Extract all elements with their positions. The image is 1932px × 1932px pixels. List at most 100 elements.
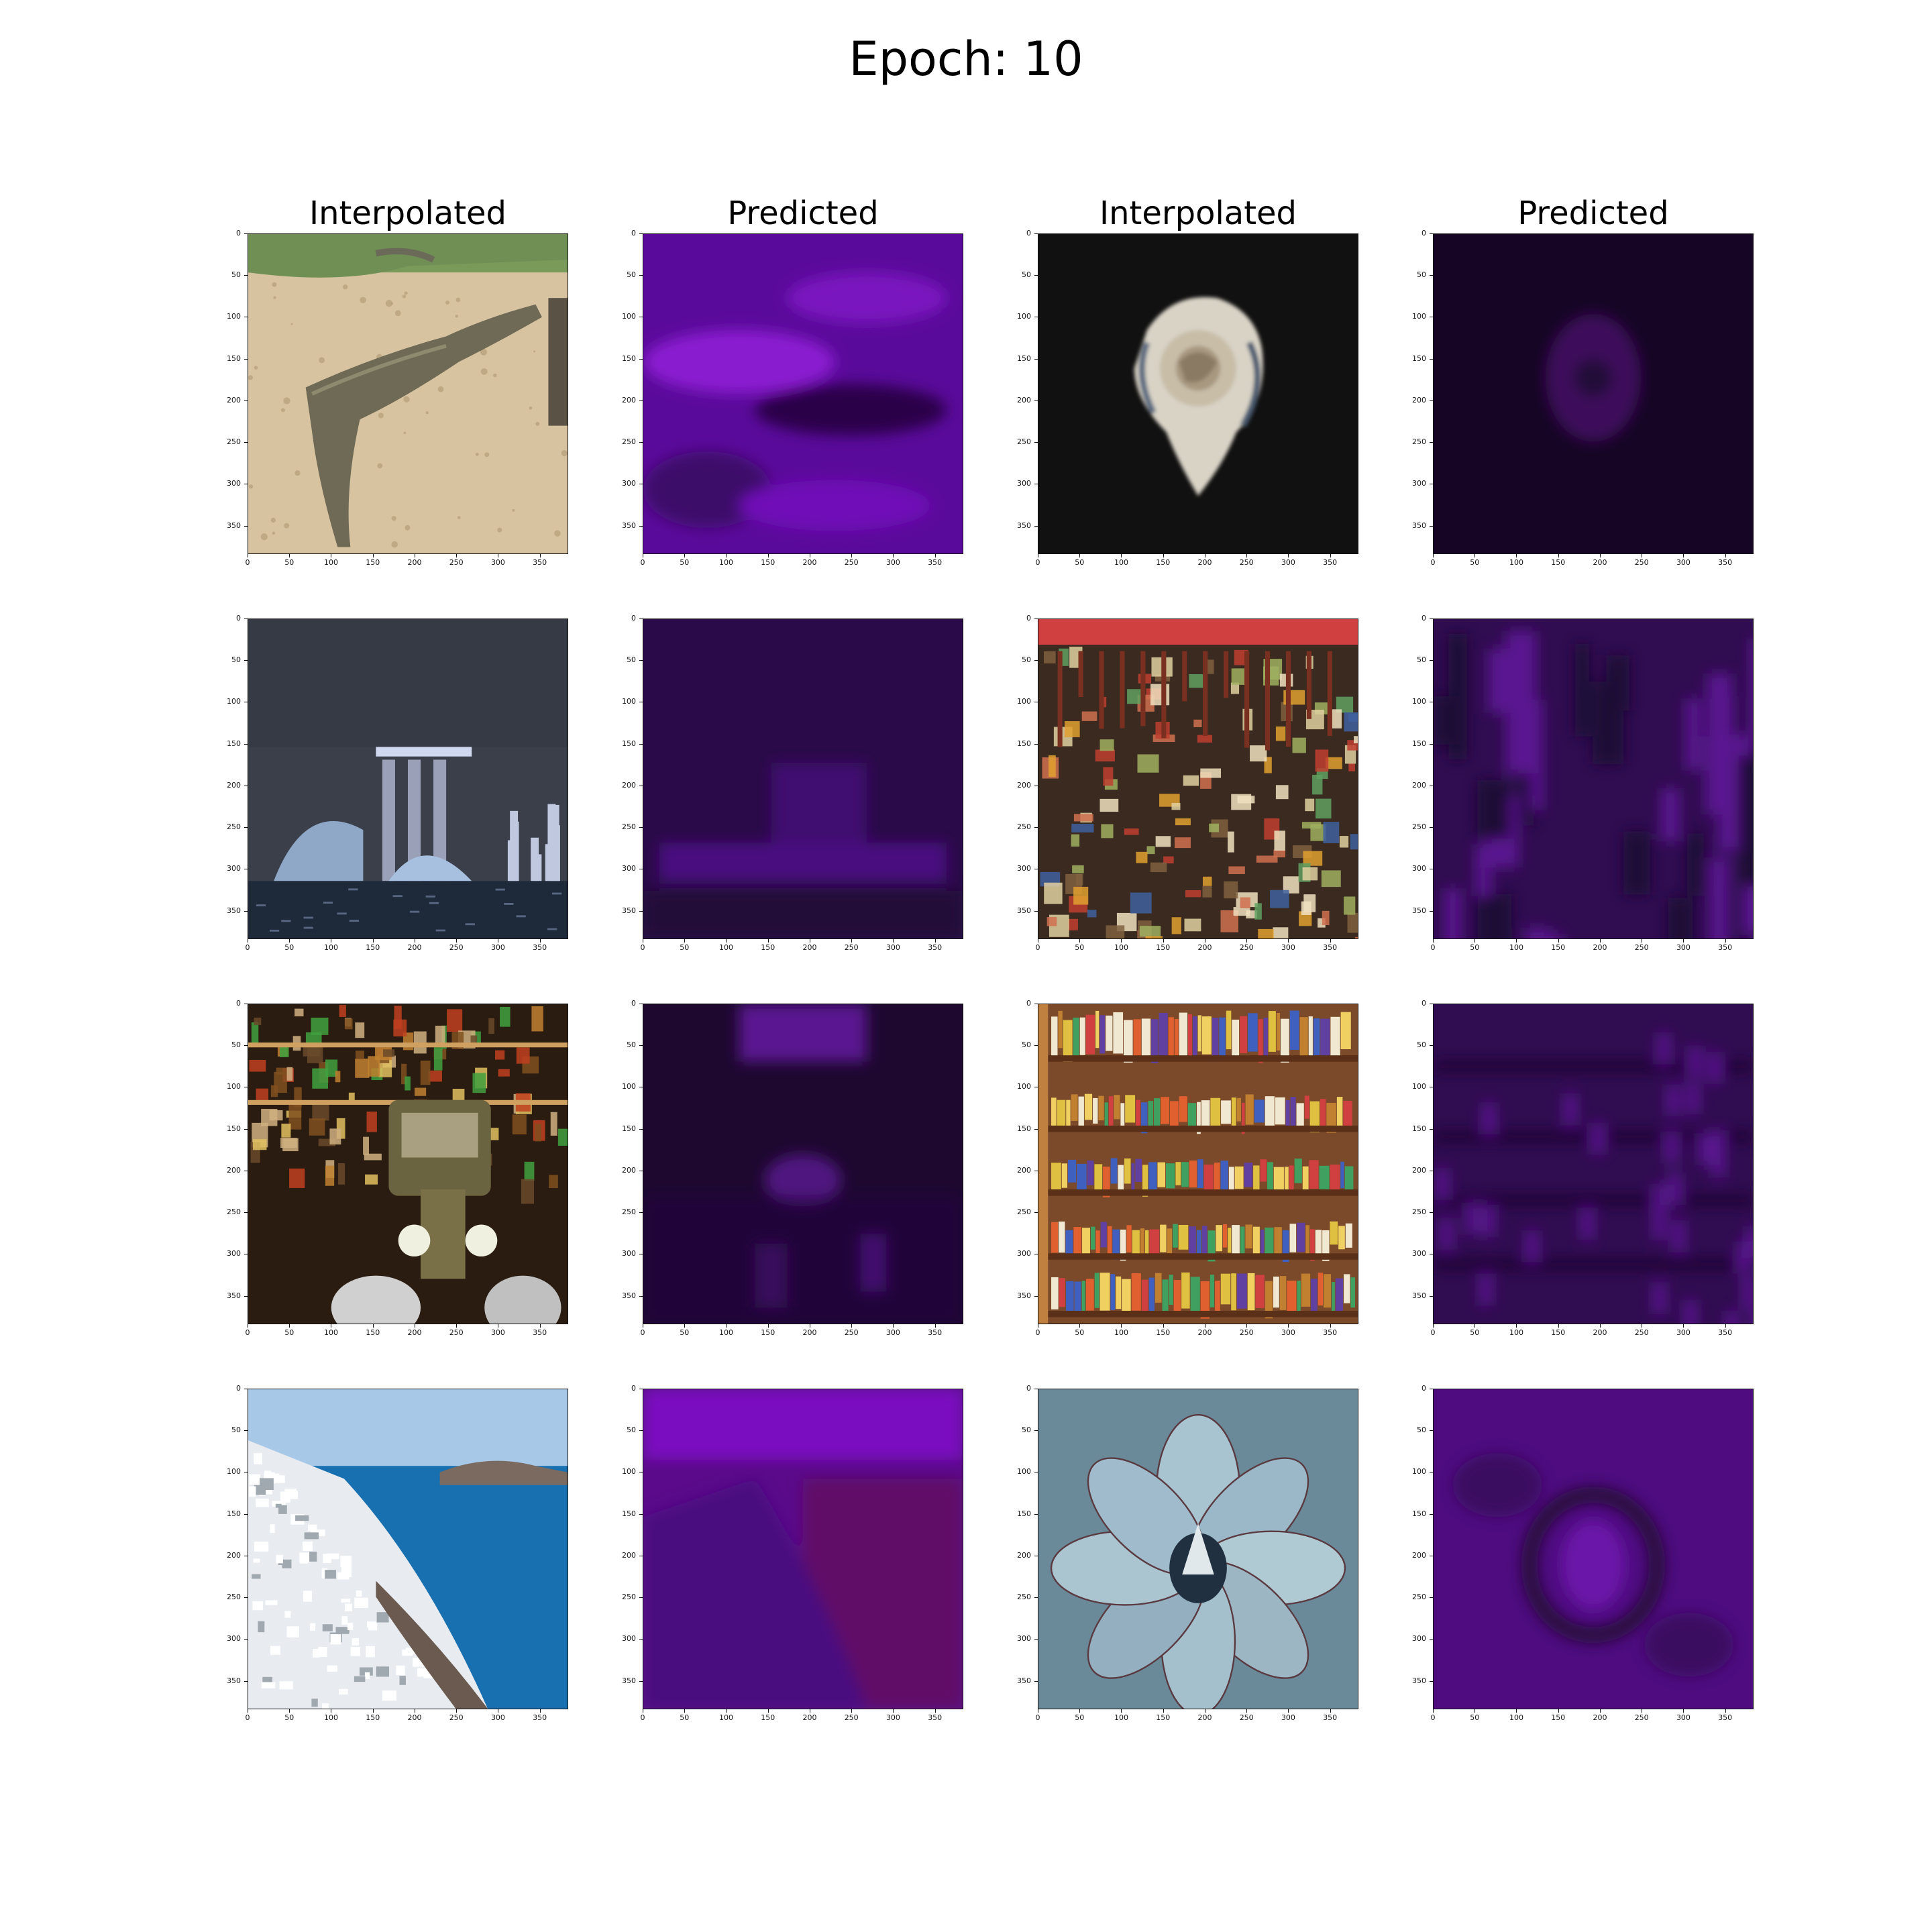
x-tick-label: 350	[928, 1713, 943, 1722]
y-tick-label: 150	[622, 1124, 636, 1133]
y-tick-mark	[639, 525, 643, 527]
x-tick-mark	[1246, 554, 1248, 557]
x-tick-mark	[1516, 554, 1517, 557]
x-tick-mark	[1516, 939, 1517, 943]
x-tick-mark	[1725, 1709, 1726, 1713]
x-tick-mark	[1474, 1324, 1476, 1328]
x-tick-mark	[1288, 1324, 1289, 1328]
y-tick-mark	[244, 1639, 248, 1640]
x-tick-label: 200	[1593, 1328, 1607, 1337]
x-tick-mark	[372, 554, 374, 557]
x-tick-label: 250	[1634, 1713, 1649, 1722]
x-tick-mark	[539, 939, 541, 943]
y-tick-mark	[1034, 400, 1038, 401]
y-tick-mark	[244, 1045, 248, 1046]
x-tick-label: 200	[802, 558, 817, 567]
x-tick-label: 250	[1634, 1328, 1649, 1337]
image-panel-city-skyline-predicted	[643, 619, 963, 939]
x-tick-label: 50	[1470, 1328, 1480, 1337]
x-tick-label: 150	[1551, 558, 1566, 567]
y-tick-mark	[639, 233, 643, 234]
x-tick-label: 100	[1509, 1713, 1523, 1722]
x-tick-mark	[539, 554, 541, 557]
x-tick-label: 100	[1509, 1328, 1523, 1337]
y-tick-mark	[1034, 1430, 1038, 1432]
x-tick-label: 100	[323, 558, 338, 567]
y-tick-label: 350	[227, 1291, 241, 1300]
x-tick-label: 50	[1075, 943, 1085, 952]
x-tick-label: 200	[1197, 1328, 1212, 1337]
x-tick-mark	[1599, 939, 1601, 943]
y-tick-mark	[1034, 1680, 1038, 1682]
y-tick-mark	[1430, 660, 1433, 661]
x-tick-mark	[1163, 939, 1164, 943]
x-tick-label: 200	[407, 1328, 422, 1337]
y-tick-mark	[639, 1128, 643, 1130]
y-tick-label: 200	[1412, 1165, 1426, 1175]
x-tick-label: 100	[323, 1328, 338, 1337]
y-tick-label: 100	[1017, 1082, 1031, 1091]
x-tick-mark	[1288, 1709, 1289, 1713]
x-tick-mark	[1599, 1709, 1601, 1713]
y-tick-mark	[639, 660, 643, 661]
x-tick-label: 50	[1470, 1713, 1480, 1722]
x-tick-label: 100	[1114, 1713, 1128, 1722]
x-tick-mark	[934, 554, 936, 557]
x-tick-label: 250	[844, 1713, 859, 1722]
y-tick-label: 250	[227, 1208, 241, 1217]
x-tick-label: 200	[407, 943, 422, 952]
x-tick-label: 0	[1430, 1713, 1436, 1722]
y-tick-label: 300	[622, 1634, 636, 1644]
y-tick-label: 150	[227, 1509, 241, 1518]
y-tick-label: 300	[227, 479, 241, 488]
x-tick-label: 50	[680, 1713, 690, 1722]
y-tick-label: 200	[1412, 1550, 1426, 1560]
y-tick-label: 200	[227, 780, 241, 790]
y-tick-mark	[639, 1513, 643, 1515]
x-tick-label: 300	[885, 943, 900, 952]
x-tick-mark	[684, 554, 686, 557]
x-tick-mark	[1683, 939, 1684, 943]
image-panel-succulent-predicted	[1433, 1389, 1754, 1709]
y-tick-label: 200	[227, 1550, 241, 1560]
y-tick-label: 200	[622, 395, 636, 405]
y-tick-mark	[1034, 442, 1038, 443]
y-tick-mark	[639, 1597, 643, 1599]
x-tick-mark	[539, 1324, 541, 1328]
x-tick-mark	[1288, 554, 1289, 557]
image-panel-crocodile-predicted	[643, 233, 963, 554]
y-tick-label: 200	[1017, 1165, 1031, 1175]
y-tick-label: 0	[1421, 229, 1426, 237]
y-tick-mark	[1430, 1680, 1433, 1682]
x-tick-label: 250	[1634, 558, 1649, 567]
x-tick-mark	[767, 1324, 769, 1328]
y-tick-label: 350	[622, 521, 636, 530]
y-tick-label: 250	[622, 822, 636, 832]
x-tick-label: 200	[802, 1713, 817, 1722]
y-tick-label: 50	[627, 270, 636, 280]
y-tick-mark	[244, 525, 248, 527]
x-tick-mark	[1474, 1709, 1476, 1713]
x-tick-mark	[1330, 939, 1331, 943]
x-tick-label: 0	[1035, 558, 1040, 567]
y-tick-label: 50	[231, 270, 241, 280]
y-tick-label: 0	[236, 999, 241, 1008]
y-tick-mark	[244, 1128, 248, 1130]
y-tick-label: 0	[1026, 999, 1031, 1008]
x-tick-label: 200	[802, 943, 817, 952]
y-tick-label: 0	[1026, 1384, 1031, 1393]
x-tick-mark	[1433, 1324, 1434, 1328]
y-tick-label: 100	[622, 697, 636, 706]
x-tick-mark	[1474, 554, 1476, 557]
x-tick-label: 350	[533, 558, 547, 567]
x-tick-label: 350	[1718, 558, 1733, 567]
x-tick-label: 350	[1718, 1713, 1733, 1722]
x-tick-label: 0	[245, 558, 250, 567]
y-tick-label: 300	[622, 864, 636, 873]
x-tick-mark	[726, 1709, 727, 1713]
y-tick-mark	[1034, 827, 1038, 828]
y-tick-mark	[1034, 1597, 1038, 1599]
x-tick-mark	[726, 554, 727, 557]
x-tick-label: 0	[640, 558, 645, 567]
y-tick-label: 150	[1017, 1124, 1031, 1133]
